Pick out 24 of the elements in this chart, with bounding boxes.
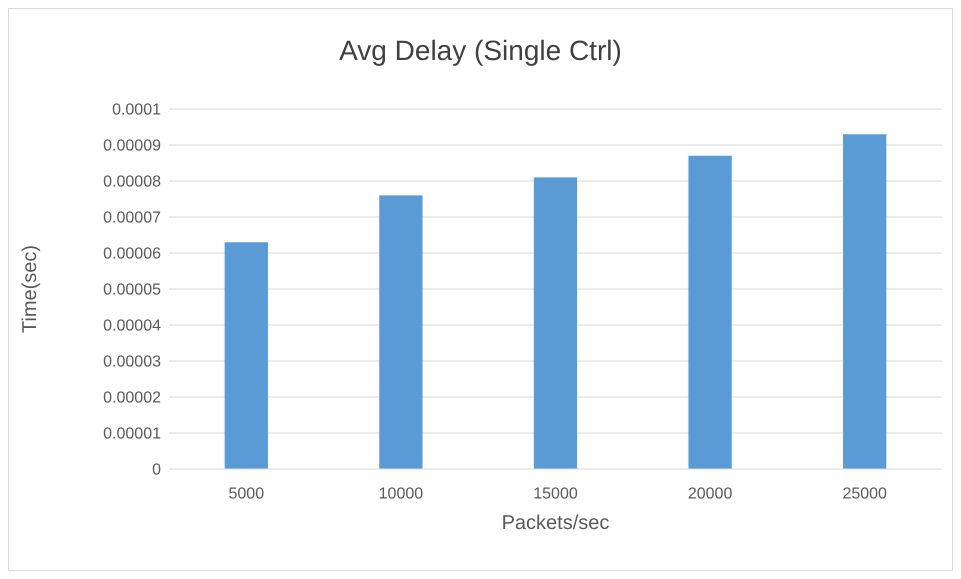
x-tick-label: 25000	[842, 485, 888, 502]
x-tick-label: 5000	[228, 485, 264, 502]
y-tick-label: 0.00005	[103, 282, 162, 299]
y-tick-label: 0	[152, 462, 162, 479]
y-tick-label: 0.00008	[103, 174, 162, 191]
bar	[843, 134, 886, 469]
y-tick-label: 0.00007	[103, 210, 162, 227]
x-tick-label: 15000	[533, 485, 578, 502]
y-tick-label: 0.00003	[103, 354, 162, 371]
y-tick-label: 0.00001	[103, 426, 162, 443]
x-tick-label: 20000	[688, 485, 732, 502]
chart-title: Avg Delay (Single Ctrl)	[338, 35, 623, 67]
y-tick-label: 0.00009	[103, 138, 162, 155]
y-tick-label: 0.00006	[103, 246, 162, 263]
x-tick-label: 10000	[378, 485, 424, 502]
bar	[534, 177, 578, 469]
bar	[379, 195, 423, 469]
y-tick-label: 0.00004	[103, 318, 162, 335]
x-axis-title: Packets/sec	[502, 512, 610, 534]
y-axis-title: Time(sec)	[19, 244, 42, 334]
bar	[224, 242, 268, 469]
y-tick-label: 0.0001	[112, 102, 162, 119]
bar	[688, 156, 732, 469]
y-tick-label: 0.00002	[103, 390, 162, 407]
